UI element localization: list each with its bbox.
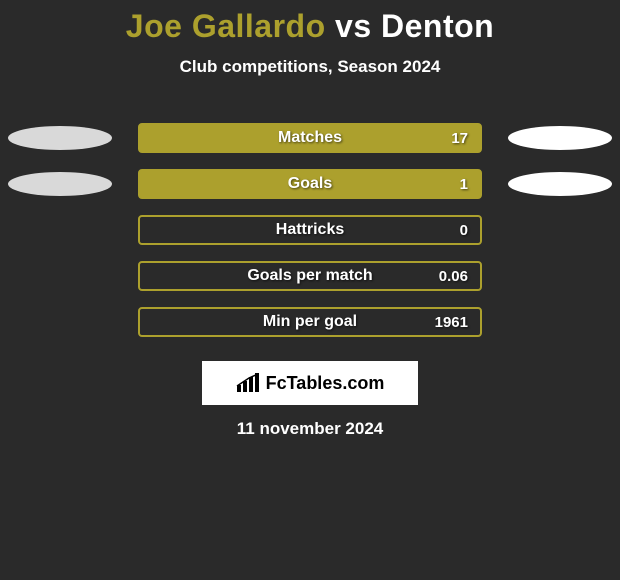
title-player2: Denton [381, 8, 494, 44]
infographic-container: Joe Gallardo vs Denton Club competitions… [0, 0, 620, 439]
brand-text: FcTables.com [266, 373, 385, 394]
stat-value: 17 [451, 130, 468, 147]
title-player1: Joe Gallardo [126, 8, 326, 44]
stat-label: Hattricks [276, 221, 344, 239]
subtitle: Club competitions, Season 2024 [0, 57, 620, 77]
stat-value: 1 [460, 176, 468, 193]
stat-bar: Goals per match 0.06 [138, 261, 482, 291]
stat-bar: Hattricks 0 [138, 215, 482, 245]
player-ellipse-right [508, 172, 612, 196]
date: 11 november 2024 [0, 419, 620, 439]
bar-chart-icon [236, 373, 260, 393]
stat-label: Matches [278, 129, 342, 147]
stat-value: 1961 [435, 314, 468, 331]
stat-bar: Min per goal 1961 [138, 307, 482, 337]
stat-label: Min per goal [263, 313, 357, 331]
stat-row: Hattricks 0 [0, 207, 620, 253]
title: Joe Gallardo vs Denton [0, 8, 620, 45]
stat-value: 0.06 [439, 268, 468, 285]
stat-bar: Matches 17 [138, 123, 482, 153]
title-vs: vs [335, 8, 372, 44]
player-ellipse-left [8, 126, 112, 150]
stat-label: Goals [288, 175, 332, 193]
stat-value: 0 [460, 222, 468, 239]
stat-bar: Goals 1 [138, 169, 482, 199]
stat-row: Goals per match 0.06 [0, 253, 620, 299]
stat-row: Goals 1 [0, 161, 620, 207]
player-ellipse-right [508, 126, 612, 150]
stat-row: Min per goal 1961 [0, 299, 620, 345]
brand-badge: FcTables.com [202, 361, 418, 405]
stat-label: Goals per match [247, 267, 372, 285]
player-ellipse-left [8, 172, 112, 196]
stat-row: Matches 17 [0, 115, 620, 161]
stat-rows: Matches 17 Goals 1 Hattricks 0 Goals per match… [0, 115, 620, 345]
